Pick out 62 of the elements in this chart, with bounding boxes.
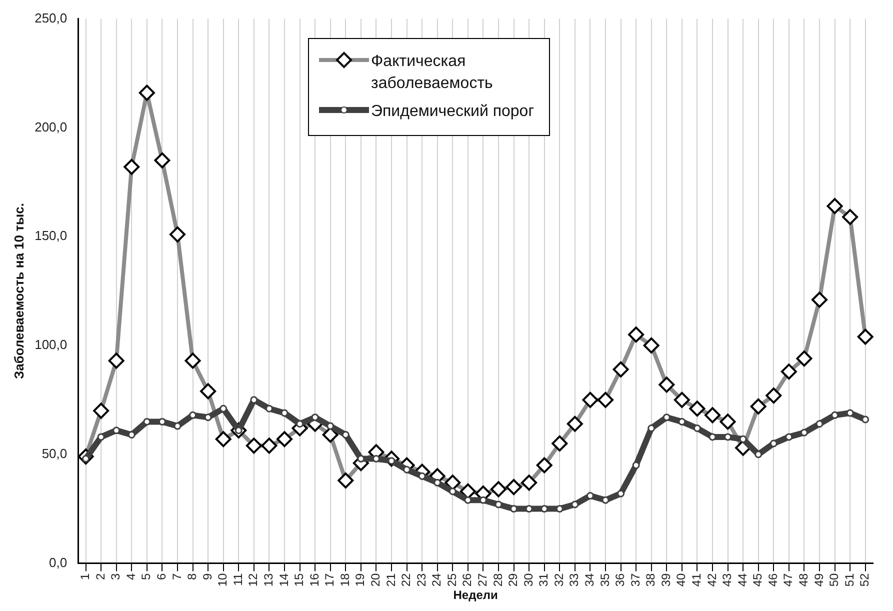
x-tick-label: 15: [292, 572, 306, 587]
x-tick-label: 18: [338, 572, 352, 587]
x-tick-label: 42: [704, 572, 719, 587]
x-tick-label: 6: [154, 572, 169, 580]
x-tick-label: 7: [170, 572, 184, 580]
x-tick-label: 8: [185, 572, 200, 580]
x-tick-label: 50: [827, 572, 842, 587]
x-tick-label: 3: [108, 572, 123, 580]
x-tick-label: 45: [750, 572, 765, 587]
y-tick-label: 0,0: [49, 554, 68, 570]
x-tick-label: 30: [521, 572, 536, 587]
y-tick-label: 250,0: [34, 10, 68, 26]
x-tick-label: 9: [200, 572, 214, 580]
x-tick-label: 16: [307, 572, 322, 587]
x-tick-label: 48: [796, 572, 811, 587]
x-tick-label: 40: [674, 572, 688, 587]
x-tick-label: 28: [490, 572, 505, 587]
y-tick-label: 150,0: [34, 228, 68, 244]
x-tick-label: 35: [598, 572, 612, 587]
x-tick-label: 47: [781, 572, 796, 587]
x-tick-label: 46: [766, 572, 780, 587]
x-tick-label: 1: [78, 572, 92, 580]
x-tick-label: 27: [476, 572, 490, 587]
x-tick-label: 44: [735, 572, 750, 587]
x-tick-label: 31: [536, 572, 551, 587]
legend-label: Фактическая заболеваемость: [371, 52, 494, 94]
x-tick-label: 24: [430, 572, 444, 587]
x-tick-label: 19: [353, 572, 368, 587]
y-axis-title: Заболеваемость на 10 тыс.: [11, 203, 26, 380]
x-axis-title: Недели: [453, 588, 498, 602]
x-tick-label: 32: [552, 572, 566, 587]
x-tick-label: 33: [567, 572, 582, 587]
x-tick-label: 52: [858, 572, 872, 587]
x-tick-label: 2: [93, 572, 108, 580]
x-tick-label: 51: [842, 572, 856, 587]
x-tick-label: 39: [658, 572, 673, 587]
y-tick-label: 100,0: [34, 337, 68, 352]
x-tick-label: 38: [644, 572, 658, 587]
x-tick-label: 26: [460, 572, 474, 587]
x-tick-label: 23: [414, 572, 428, 587]
x-tick-label: 29: [506, 572, 520, 587]
x-tick-label: 14: [276, 572, 291, 587]
x-tick-label: 22: [399, 572, 414, 587]
x-tick-label: 41: [690, 572, 704, 587]
y-tick-label: 50,0: [42, 446, 68, 461]
y-tick-label: 200,0: [34, 119, 68, 134]
x-tick-label: 34: [582, 572, 597, 587]
x-tick-label: 43: [720, 572, 734, 587]
x-tick-label: 4: [124, 572, 138, 580]
x-tick-label: 5: [139, 572, 154, 580]
x-tick-label: 10: [216, 572, 230, 587]
x-tick-label: 25: [444, 572, 459, 587]
x-tick-label: 36: [613, 572, 628, 587]
x-tick-label: 13: [262, 572, 276, 587]
x-tick-label: 21: [384, 572, 398, 587]
x-tick-label: 12: [246, 572, 260, 587]
x-tick-label: 11: [230, 572, 245, 586]
x-tick-label: 17: [322, 572, 337, 587]
legend-label: Эпидемический порог: [371, 102, 534, 122]
x-tick-label: 37: [628, 572, 642, 587]
x-tick-label: 20: [368, 572, 383, 587]
x-tick-label: 49: [812, 572, 826, 587]
